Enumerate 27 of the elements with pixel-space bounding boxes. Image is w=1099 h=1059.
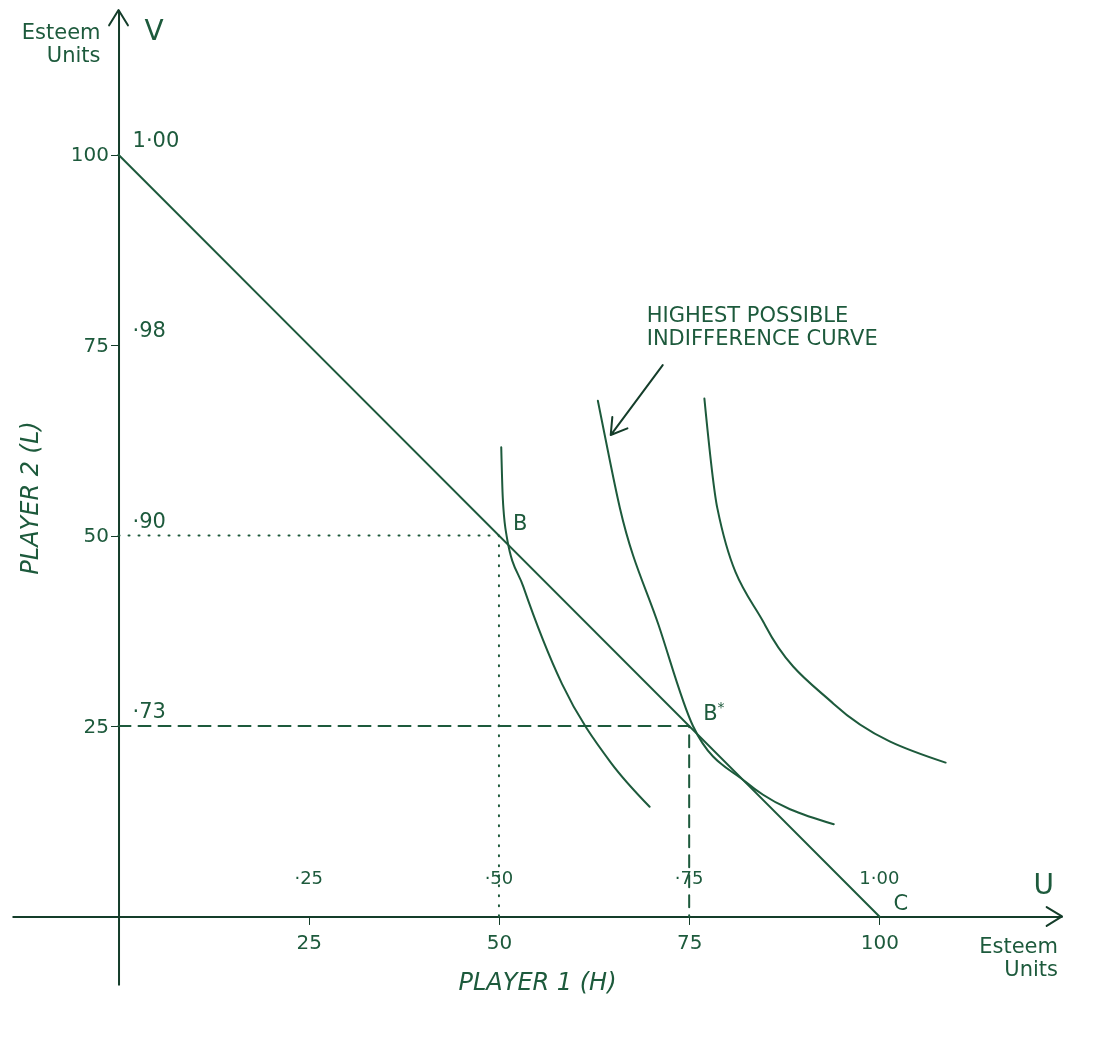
x-tick-label: 50: [486, 929, 513, 954]
y-axis-title: PLAYER 2 (L): [15, 421, 44, 575]
y-tick-label: 25: [83, 713, 110, 738]
x-tick-label: 75: [676, 929, 703, 954]
line-series: [596, 399, 835, 826]
annotation: ·98: [132, 318, 166, 343]
y-tick-label: 50: [83, 523, 110, 548]
annotation: B: [512, 510, 528, 535]
annotation: ·73: [132, 699, 166, 724]
annotation: V: [144, 14, 164, 47]
annotation: Esteem Units: [979, 934, 1058, 982]
x2-tick-label: ·25: [294, 867, 324, 889]
line-series: [703, 397, 947, 764]
annotation: ·90: [132, 508, 166, 533]
y-tick-label: 100: [70, 142, 110, 167]
x2-axis-title: U: [1033, 868, 1054, 902]
annotation: HIGHEST POSSIBLE INDIFFERENCE CURVE: [646, 303, 878, 351]
annotation: 1·00: [132, 127, 180, 152]
y-tick-label: 75: [83, 332, 110, 357]
x2-tick-label: ·50: [484, 867, 514, 889]
x-tick-label: 100: [860, 929, 899, 954]
x-axis-title: PLAYER 1 (H): [458, 967, 617, 996]
x2-tick-label: 1·00: [859, 867, 900, 889]
annotation: Esteem Units: [21, 20, 101, 67]
annotation: C: [893, 891, 909, 916]
x-tick-label: 25: [296, 929, 322, 954]
annotation: B$^{*}$: [703, 699, 725, 726]
